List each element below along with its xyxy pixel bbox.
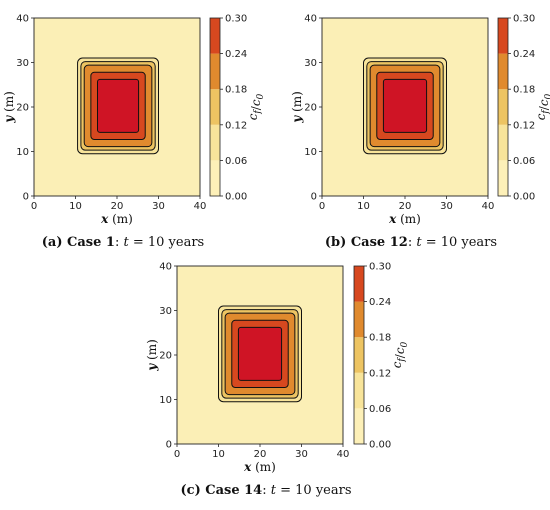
colorbar-tick-label: 0.24 [513,49,535,60]
x-tick-label: 10 [69,201,82,212]
colorbar-segment [354,372,364,409]
x-axis-label: x (m) [243,460,276,474]
contour-band-5 [96,78,140,133]
panel-c: 0 10 20 30 40 0 10 20 30 40 x (m) y (m) 0.00 0.06 0.12… [145,262,410,499]
colorbar-segment [498,53,508,90]
colorbar-segment [210,160,220,196]
panel-caption: (a) Case 1: t = 10 years [42,235,204,250]
panel-caption: (c) Case 14: t = 10 years [181,483,352,498]
colorbar-tick-label: 0.30 [369,262,391,273]
colorbar-tick-label: 0.18 [369,333,391,344]
x-axis-label: x (m) [388,212,421,226]
y-axis-label: y (m) [290,91,304,124]
colorbar-label: cf/c0 [390,341,410,368]
y-tick-label: 40 [159,262,172,273]
y-tick-label: 0 [166,440,172,451]
colorbar-label: cf/c0 [534,93,550,120]
x-tick-label: 30 [440,201,453,212]
colorbar-frame [497,17,509,197]
colorbar-segment [210,89,220,125]
colorbar-segment [354,266,364,302]
colorbar-frame [209,17,221,197]
colorbar-tick-label: 0.12 [369,368,391,379]
y-axis-label: y (m) [2,91,16,124]
x-tick-label: 20 [399,201,412,212]
y-tick-label: 30 [16,58,29,69]
colorbar-tick-label: 0.00 [513,192,535,203]
x-tick-label: 0 [319,201,325,212]
colorbar-segment [354,408,364,444]
colorbar-tick-label: 0.18 [513,85,535,96]
colorbar-tick-label: 0.06 [225,156,247,167]
y-tick-label: 30 [304,58,317,69]
colorbar-tick-label: 0.06 [369,404,391,415]
colorbar-segment [210,53,220,90]
colorbar-tick-label: 0.12 [225,120,247,131]
y-tick-label: 20 [16,103,29,114]
y-tick-label: 0 [311,192,317,203]
panel-a: 0 10 20 30 40 0 10 20 30 40 x (m) y (m) 0.00 0.06 0.12… [2,14,266,251]
y-tick-label: 40 [16,14,29,25]
x-tick-label: 40 [194,201,207,212]
colorbar-tick-label: 0.12 [513,120,535,131]
y-tick-label: 10 [159,395,172,406]
x-tick-label: 0 [174,449,180,460]
colorbar-tick-label: 0.00 [369,440,391,451]
colorbar-frame [353,265,365,445]
colorbar-segment [498,124,508,161]
y-tick-label: 10 [16,147,29,158]
colorbar-tick-label: 0.24 [369,297,391,308]
x-tick-label: 20 [111,201,124,212]
x-tick-label: 10 [357,201,370,212]
colorbar-segment [498,160,508,196]
x-tick-label: 30 [152,201,165,212]
x-tick-label: 0 [31,201,37,212]
contour-band-5 [237,326,283,381]
colorbar-tick-label: 0.06 [513,156,535,167]
x-tick-label: 30 [295,449,308,460]
colorbar-segment [498,18,508,54]
colorbar-tick-label: 0.30 [225,14,247,25]
colorbar-label: cf/c0 [246,93,266,120]
y-axis-label: y (m) [145,339,159,372]
y-tick-label: 10 [304,147,317,158]
y-tick-label: 20 [159,351,172,362]
colorbar-segment [210,18,220,54]
contour-band-5 [382,78,428,133]
panel-caption: (b) Case 12: t = 10 years [325,235,497,250]
y-tick-label: 30 [159,306,172,317]
panel-b: 0 10 20 30 40 0 10 20 30 40 x (m) y (m) 0.00 0.06 0.12… [290,14,550,251]
colorbar-tick-label: 0.24 [225,49,247,60]
y-tick-label: 0 [23,192,29,203]
colorbar-segment [498,89,508,125]
y-tick-label: 20 [304,103,317,114]
colorbar-segment [354,337,364,373]
colorbar-tick-label: 0.00 [225,192,247,203]
x-tick-label: 40 [337,449,350,460]
colorbar-tick-label: 0.30 [513,14,535,25]
colorbar-tick-label: 0.18 [225,85,247,96]
x-tick-label: 10 [212,449,225,460]
x-tick-label: 40 [482,201,495,212]
x-tick-label: 20 [254,449,267,460]
y-tick-label: 40 [304,14,317,25]
colorbar-segment [210,124,220,161]
x-axis-label: x (m) [100,212,133,226]
colorbar-segment [354,301,364,338]
